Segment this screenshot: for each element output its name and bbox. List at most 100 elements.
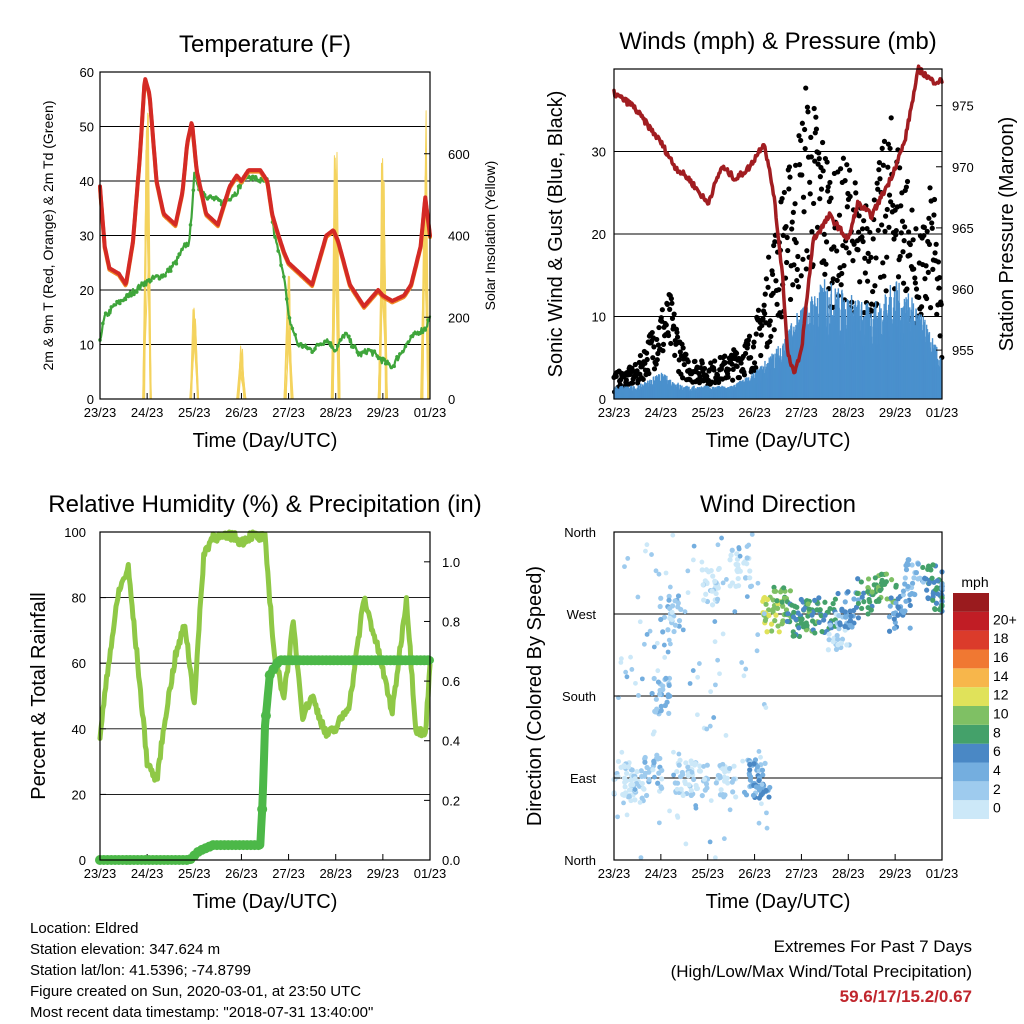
gust-point (758, 332, 764, 338)
direction-xtick-label: 26/23 (738, 866, 771, 881)
direction-point (659, 776, 665, 782)
winds-y2tick-label: 960 (952, 282, 974, 297)
dewpoint-point (282, 274, 286, 279)
direction-point (688, 787, 694, 794)
temperature-xtick-label: 25/23 (178, 405, 211, 420)
direction-point (704, 785, 710, 791)
gust-point (808, 154, 814, 160)
gust-point (730, 377, 736, 383)
gust-point (780, 232, 786, 239)
dewpoint-point (415, 331, 419, 336)
gust-point (770, 290, 776, 296)
gust-point (898, 203, 904, 209)
dewpoint-point (103, 311, 108, 315)
direction-point (727, 557, 733, 563)
direction-point (736, 546, 742, 552)
dewpoint-point (276, 249, 281, 253)
direction-point (622, 779, 628, 785)
direction-point (756, 777, 762, 784)
gust-point (692, 358, 698, 364)
gust-point (725, 374, 731, 380)
winds-ytick-label: 0 (599, 392, 606, 407)
direction-point (733, 583, 739, 589)
direction-xtick-label: 23/23 (598, 866, 631, 881)
dewpoint-point (304, 345, 309, 350)
direction-point (623, 669, 629, 675)
gust-point (875, 227, 881, 233)
gust-point (906, 229, 912, 235)
gust-point (927, 305, 934, 311)
direction-point (907, 602, 913, 609)
gust-point (823, 261, 829, 267)
direction-point (637, 619, 643, 625)
direction-point (903, 598, 909, 604)
direction-point (663, 675, 669, 681)
legend-swatch (953, 724, 989, 744)
direction-point (651, 729, 657, 735)
gust-point (842, 178, 848, 184)
temperature-xlabel: Time (Day/UTC) (193, 430, 338, 452)
direction-point (868, 607, 874, 613)
gust-point (862, 270, 868, 276)
gust-point (876, 167, 882, 173)
direction-point (834, 632, 840, 639)
dewpoint-point (398, 352, 402, 356)
gust-point (653, 361, 659, 367)
gust-point (669, 315, 676, 321)
direction-point (671, 628, 677, 635)
gust-point (646, 370, 652, 377)
direction-point (924, 587, 930, 593)
direction-point (721, 836, 727, 842)
direction-point (865, 576, 872, 582)
gust-point (778, 314, 785, 320)
dewpoint-point (313, 347, 317, 351)
gust-point (655, 342, 662, 348)
humidity-ytick-label: 60 (72, 656, 86, 671)
dewpoint-point (335, 344, 340, 348)
gust-point (809, 229, 815, 235)
direction-point (893, 582, 899, 588)
solar-insolation-line (284, 275, 293, 400)
direction-point (633, 680, 638, 686)
winds-xlabel: Time (Day/UTC) (706, 430, 851, 452)
gust-point (825, 184, 831, 190)
gust-point (751, 360, 758, 366)
direction-point (701, 597, 707, 603)
direction-point (629, 667, 635, 672)
gust-point (927, 185, 933, 191)
gust-point (888, 115, 894, 121)
direction-ylabel: Direction (Colored By Speed) (524, 566, 546, 826)
gust-point (758, 352, 764, 359)
gust-point (934, 311, 940, 317)
precipitation-point (423, 655, 434, 666)
direction-point (688, 792, 695, 798)
direction-point (915, 561, 921, 567)
gust-point (929, 225, 935, 231)
direction-point (741, 673, 747, 679)
humidity-frame (99, 531, 431, 861)
dewpoint-point (143, 280, 148, 284)
direction-point (689, 761, 695, 767)
direction-point (730, 776, 737, 782)
gust-point (812, 158, 818, 164)
dewpoint-point (321, 342, 326, 346)
direction-point (691, 776, 697, 783)
direction-point (717, 671, 722, 677)
dewpoint-point (293, 332, 297, 337)
direction-point (900, 588, 907, 594)
direction-point (730, 789, 736, 795)
direction-point (721, 794, 727, 800)
dewpoint-point (256, 178, 261, 183)
direction-point (835, 636, 841, 642)
direction-point (680, 627, 686, 633)
direction-point (644, 632, 650, 637)
winds-y2tick-label: 955 (952, 343, 974, 358)
gust-point (880, 162, 886, 168)
direction-point (682, 609, 688, 615)
solar-insolation-line (142, 126, 152, 400)
temperature-ytick-label: 40 (80, 174, 94, 189)
gust-point (893, 232, 899, 238)
direction-point (822, 612, 828, 618)
gust-point (911, 266, 917, 272)
direction-point (710, 573, 716, 579)
